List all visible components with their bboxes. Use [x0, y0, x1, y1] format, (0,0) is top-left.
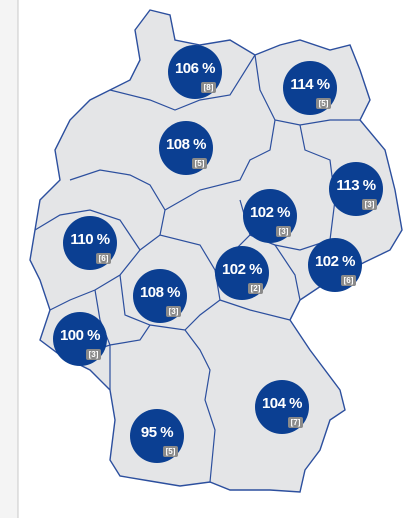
region-count: [3]	[89, 350, 99, 359]
region-count: [6]	[344, 276, 354, 285]
region-count: [2]	[251, 284, 261, 293]
region-count: [6]	[99, 254, 109, 263]
count-badge	[341, 275, 356, 286]
region-value: 113 %	[336, 177, 375, 194]
count-badge	[362, 199, 377, 210]
count-badge	[192, 158, 207, 169]
region-count: [3]	[169, 307, 179, 316]
region-count: [8]	[204, 83, 214, 92]
count-badge	[86, 349, 101, 360]
count-badge	[163, 446, 178, 457]
region-value: 102 %	[250, 204, 290, 221]
region-count: [3]	[279, 227, 289, 236]
state-borders	[34, 54, 360, 483]
region-value: 108 %	[140, 284, 180, 301]
region-value: 102 %	[222, 261, 262, 278]
region-value: 104 %	[262, 395, 302, 412]
count-badge	[96, 253, 111, 264]
region-value: 100 %	[60, 327, 100, 344]
region-value: 106 %	[175, 60, 215, 77]
region-count: [3]	[365, 200, 375, 209]
country-outline	[29, 9, 403, 493]
count-badge	[276, 226, 291, 237]
region-value: 110 %	[70, 231, 109, 248]
region-count: [5]	[319, 99, 329, 108]
count-badge	[316, 98, 331, 109]
region-count: [5]	[166, 447, 176, 456]
count-badge	[166, 306, 181, 317]
count-badge	[248, 283, 263, 294]
region-value: 108 %	[166, 136, 206, 153]
region-value: 102 %	[315, 253, 355, 270]
region-value: 95 %	[141, 424, 173, 441]
region-count: [7]	[291, 418, 301, 427]
region-count: [5]	[195, 159, 205, 168]
region-value: 114 %	[290, 76, 329, 93]
count-badge	[288, 417, 303, 428]
count-badge	[201, 82, 216, 93]
